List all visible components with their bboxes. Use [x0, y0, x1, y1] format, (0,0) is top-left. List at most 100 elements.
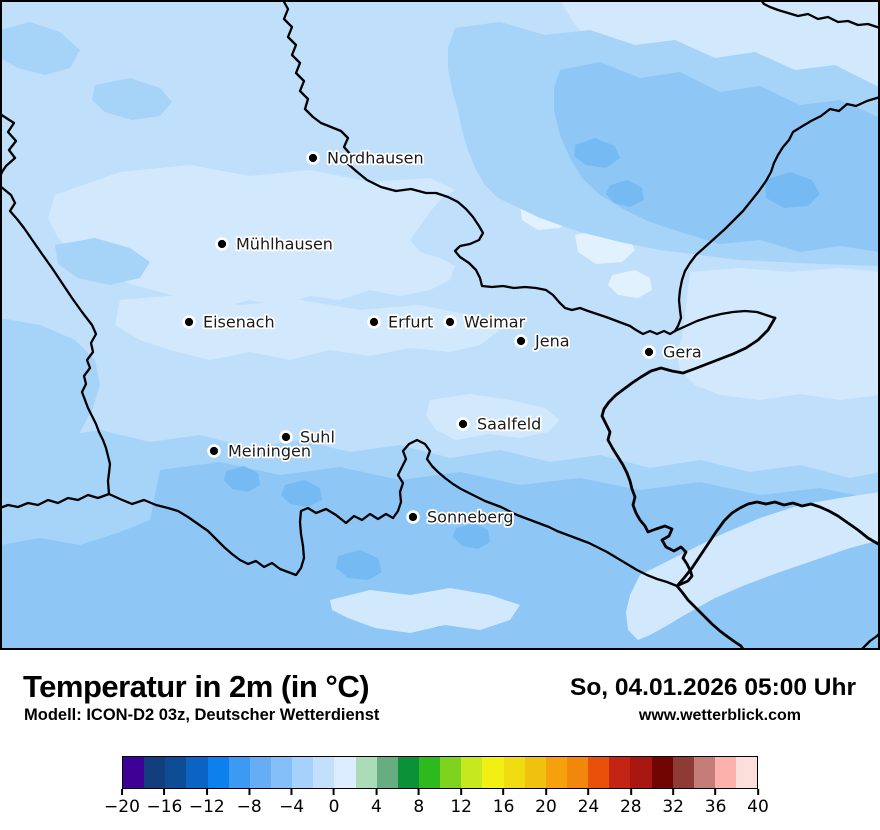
border-hesse-bavaria: [0, 492, 111, 510]
border-northeast: [673, 95, 880, 333]
colorbar-segment: [566, 757, 589, 788]
city-marker: Mühlhausen: [215, 233, 335, 255]
colorbar-segment: [418, 757, 441, 788]
city-marker: Jena: [514, 330, 571, 352]
colorbar-tick-label: −4: [279, 797, 305, 817]
colorbar-tick-label: 40: [747, 797, 769, 817]
colorbar-tick: 0: [328, 789, 340, 817]
colorbar-segment: [334, 757, 356, 788]
footer-right-block: So, 04.01.2026 05:00 Uhr www.wetterblick…: [486, 674, 856, 725]
colorbar-segment: [630, 757, 652, 788]
colorbar-segment: [693, 757, 715, 788]
colorbar-tick-mark: [163, 789, 166, 795]
colorbar-tick-mark: [417, 789, 420, 795]
colorbar-tick: 8: [413, 789, 424, 817]
city-marker: Saalfeld: [456, 413, 543, 435]
border-southeast: [675, 500, 880, 588]
colorbar-tick: 40: [747, 789, 769, 817]
colorbar-segment: [207, 757, 229, 788]
colorbar-tick: 4: [371, 789, 382, 817]
colorbar-segment: [292, 757, 314, 788]
colorbar-segment: [545, 757, 567, 788]
city-dot: [209, 446, 219, 456]
colorbar-tick-label: 24: [577, 797, 600, 817]
city-dot: [184, 317, 194, 327]
colorbar-segment: [144, 757, 166, 788]
city-label: Saalfeld: [477, 415, 541, 434]
colorbar-tick-mark: [375, 789, 378, 795]
colorbar-tick-label: 12: [450, 797, 473, 817]
colorbar-segment: [461, 757, 483, 788]
colorbar-tick-mark: [290, 789, 293, 795]
city-dot: [281, 432, 291, 442]
city-label: Eisenach: [203, 313, 275, 332]
colorbar-tick-label: 0: [328, 797, 340, 817]
colorbar-segment: [440, 757, 462, 788]
border-west-upper: [0, 112, 18, 179]
city-marker: Sonneberg: [406, 506, 515, 528]
temperature-colorbar: [122, 756, 758, 789]
colorbar-tick: −20: [104, 789, 140, 817]
colorbar-segment: [503, 757, 525, 788]
colorbar-tick: 24: [577, 789, 600, 817]
city-marker: Suhl: [279, 426, 337, 448]
colorbar-segment: [482, 757, 504, 788]
colorbar-tick-mark: [248, 789, 251, 795]
website-label: www.wetterblick.com: [638, 707, 801, 724]
colorbar-tick-mark: [502, 789, 505, 795]
colorbar-tick-mark: [587, 789, 590, 795]
colorbar-segment: [313, 757, 335, 788]
border-south: [107, 438, 679, 588]
city-label: Meiningen: [228, 442, 311, 461]
colorbar-tick-label: −16: [146, 797, 183, 817]
city-dot: [369, 317, 379, 327]
colorbar-tick: −12: [189, 789, 225, 817]
colorbar-tick: −4: [279, 789, 304, 817]
colorbar-tick: 16: [493, 789, 514, 817]
colorbar-tick-label: 36: [704, 797, 727, 817]
colorbar-segment: [123, 757, 145, 788]
forecast-datetime: So, 04.01.2026 05:00 Uhr: [569, 674, 856, 701]
colorbar-tick-label: 20: [535, 797, 557, 817]
city-dot: [408, 512, 418, 522]
colorbar-tick: −16: [146, 789, 182, 817]
colorbar-tick-mark: [120, 789, 123, 795]
city-label: Mühlhausen: [236, 235, 333, 254]
page-title: Temperatur in 2m (in °C): [23, 669, 370, 704]
colorbar-segment: [588, 757, 610, 788]
city-label: Sonneberg: [427, 508, 514, 527]
city-label: Suhl: [300, 428, 335, 447]
city-dot: [308, 153, 318, 163]
city-dot: [445, 317, 455, 327]
colorbar-segment: [609, 757, 631, 788]
city-marker: Weimar: [443, 311, 527, 333]
border-west: [0, 184, 112, 496]
colorbar-tick: 36: [704, 789, 727, 817]
temperature-map: Nordhausen Mühlhausen Eisenach Erfurt Weimar…: [0, 0, 880, 650]
colorbar-tick-label: 4: [370, 797, 382, 817]
colorbar-segment: [376, 757, 398, 788]
colorbar-tick-mark: [756, 789, 759, 795]
colorbar-segment: [736, 757, 758, 788]
colorbar-segment: [165, 757, 187, 788]
border-south-branch: [675, 584, 745, 650]
city-markers: Nordhausen Mühlhausen Eisenach Erfurt Weimar…: [182, 147, 703, 528]
colorbar-tick: 12: [450, 789, 472, 817]
city-dot: [458, 419, 468, 429]
colorbar-segment: [186, 757, 208, 788]
colorbar-tick-mark: [629, 789, 632, 795]
colorbar-tick: 20: [535, 789, 557, 817]
colorbar-tick-label: 28: [619, 797, 642, 817]
colorbar-tick-label: −8: [236, 797, 262, 817]
colorbar-tick: −8: [237, 789, 262, 817]
colorbar-tick-mark: [544, 789, 547, 795]
colorbar-tick-label: 8: [413, 797, 425, 817]
city-label: Erfurt: [388, 313, 433, 332]
border-gera-loop: [673, 309, 777, 333]
city-marker: Erfurt: [367, 311, 435, 333]
city-dot: [644, 347, 654, 357]
colorbar-ticks: −20 −16 −12 −8 −4 0 4 8 12 16 20 24 28 32 36 40: [104, 789, 769, 821]
colorbar-segment: [270, 757, 293, 788]
map-frame: [0, 0, 880, 650]
